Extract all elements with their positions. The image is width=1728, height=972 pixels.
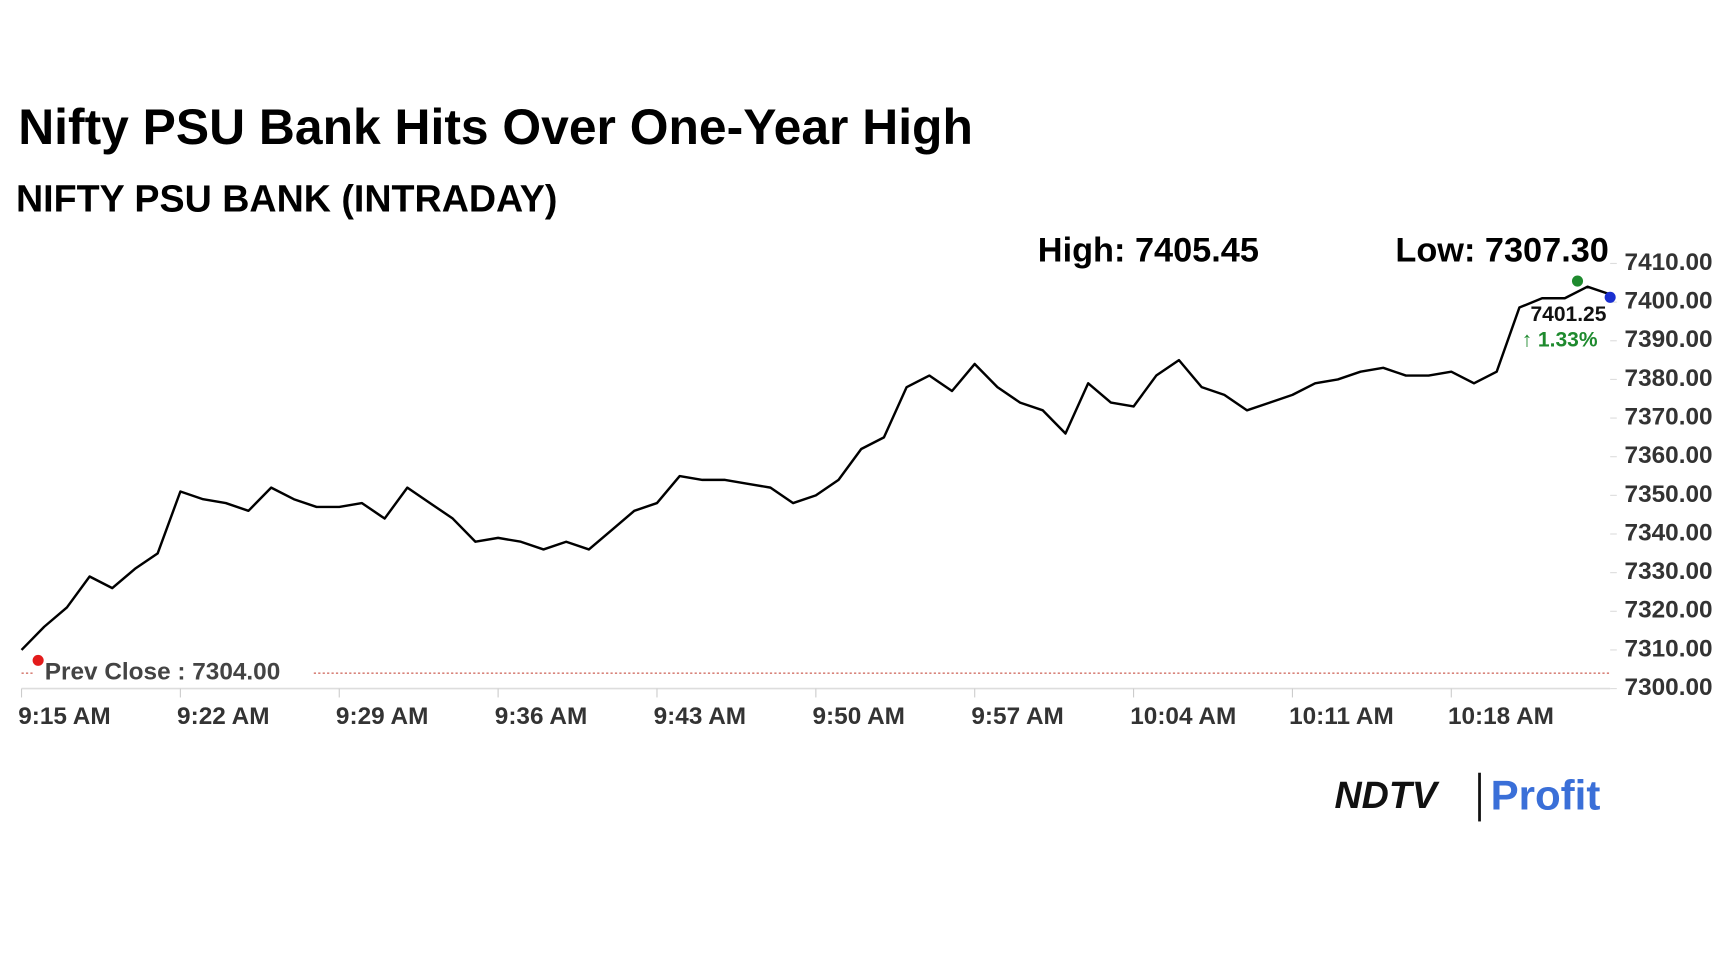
y-tick-label: 7390.00: [1625, 326, 1713, 353]
high-marker: [1571, 275, 1584, 287]
y-tick-label: 7410.00: [1625, 249, 1713, 276]
x-tick-label: 9:43 AM: [654, 703, 746, 730]
x-tick-label: 9:15 AM: [18, 703, 110, 730]
x-tick-label: 9:50 AM: [813, 703, 905, 730]
x-tick-label: 10:18 AM: [1448, 703, 1554, 730]
y-tick-label: 7320.00: [1625, 597, 1713, 624]
chart-subtitle: NIFTY PSU BANK (INTRADAY): [16, 177, 557, 219]
last-marker: [1604, 291, 1616, 303]
y-tick-label: 7300.00: [1625, 674, 1713, 701]
y-tick-label: 7330.00: [1625, 558, 1713, 585]
last-value-label: 7401.25: [1530, 303, 1606, 326]
x-tick-label: 9:22 AM: [177, 703, 269, 730]
y-tick-label: 7310.00: [1625, 635, 1713, 662]
y-tick-label: 7340.00: [1625, 519, 1713, 546]
x-tick-label: 9:29 AM: [336, 703, 428, 730]
x-tick-label: 10:04 AM: [1130, 703, 1236, 730]
brand-product: Profit: [1491, 771, 1601, 818]
y-tick-label: 7380.00: [1625, 365, 1713, 392]
price-line: [20, 285, 1611, 651]
brand-name: NDTV: [1335, 774, 1440, 816]
y-tick-label: 7360.00: [1625, 442, 1713, 469]
low-label: Low: 7307.30: [1395, 231, 1609, 269]
high-label: High: 7405.45: [1038, 231, 1259, 269]
low-marker: [32, 654, 44, 666]
y-tick-label: 7400.00: [1625, 288, 1713, 315]
y-tick-label: 7370.00: [1625, 404, 1713, 431]
prev-close-label: Prev Close : 7304.00: [45, 659, 280, 686]
y-tick-label: 7350.00: [1625, 481, 1713, 508]
x-tick-label: 10:11 AM: [1289, 703, 1394, 730]
change-label: ↑ 1.33%: [1522, 329, 1598, 352]
x-tick-label: 9:36 AM: [495, 703, 587, 730]
x-tick-label: 9:57 AM: [971, 703, 1063, 730]
chart-title: Nifty PSU Bank Hits Over One-Year High: [18, 99, 973, 155]
